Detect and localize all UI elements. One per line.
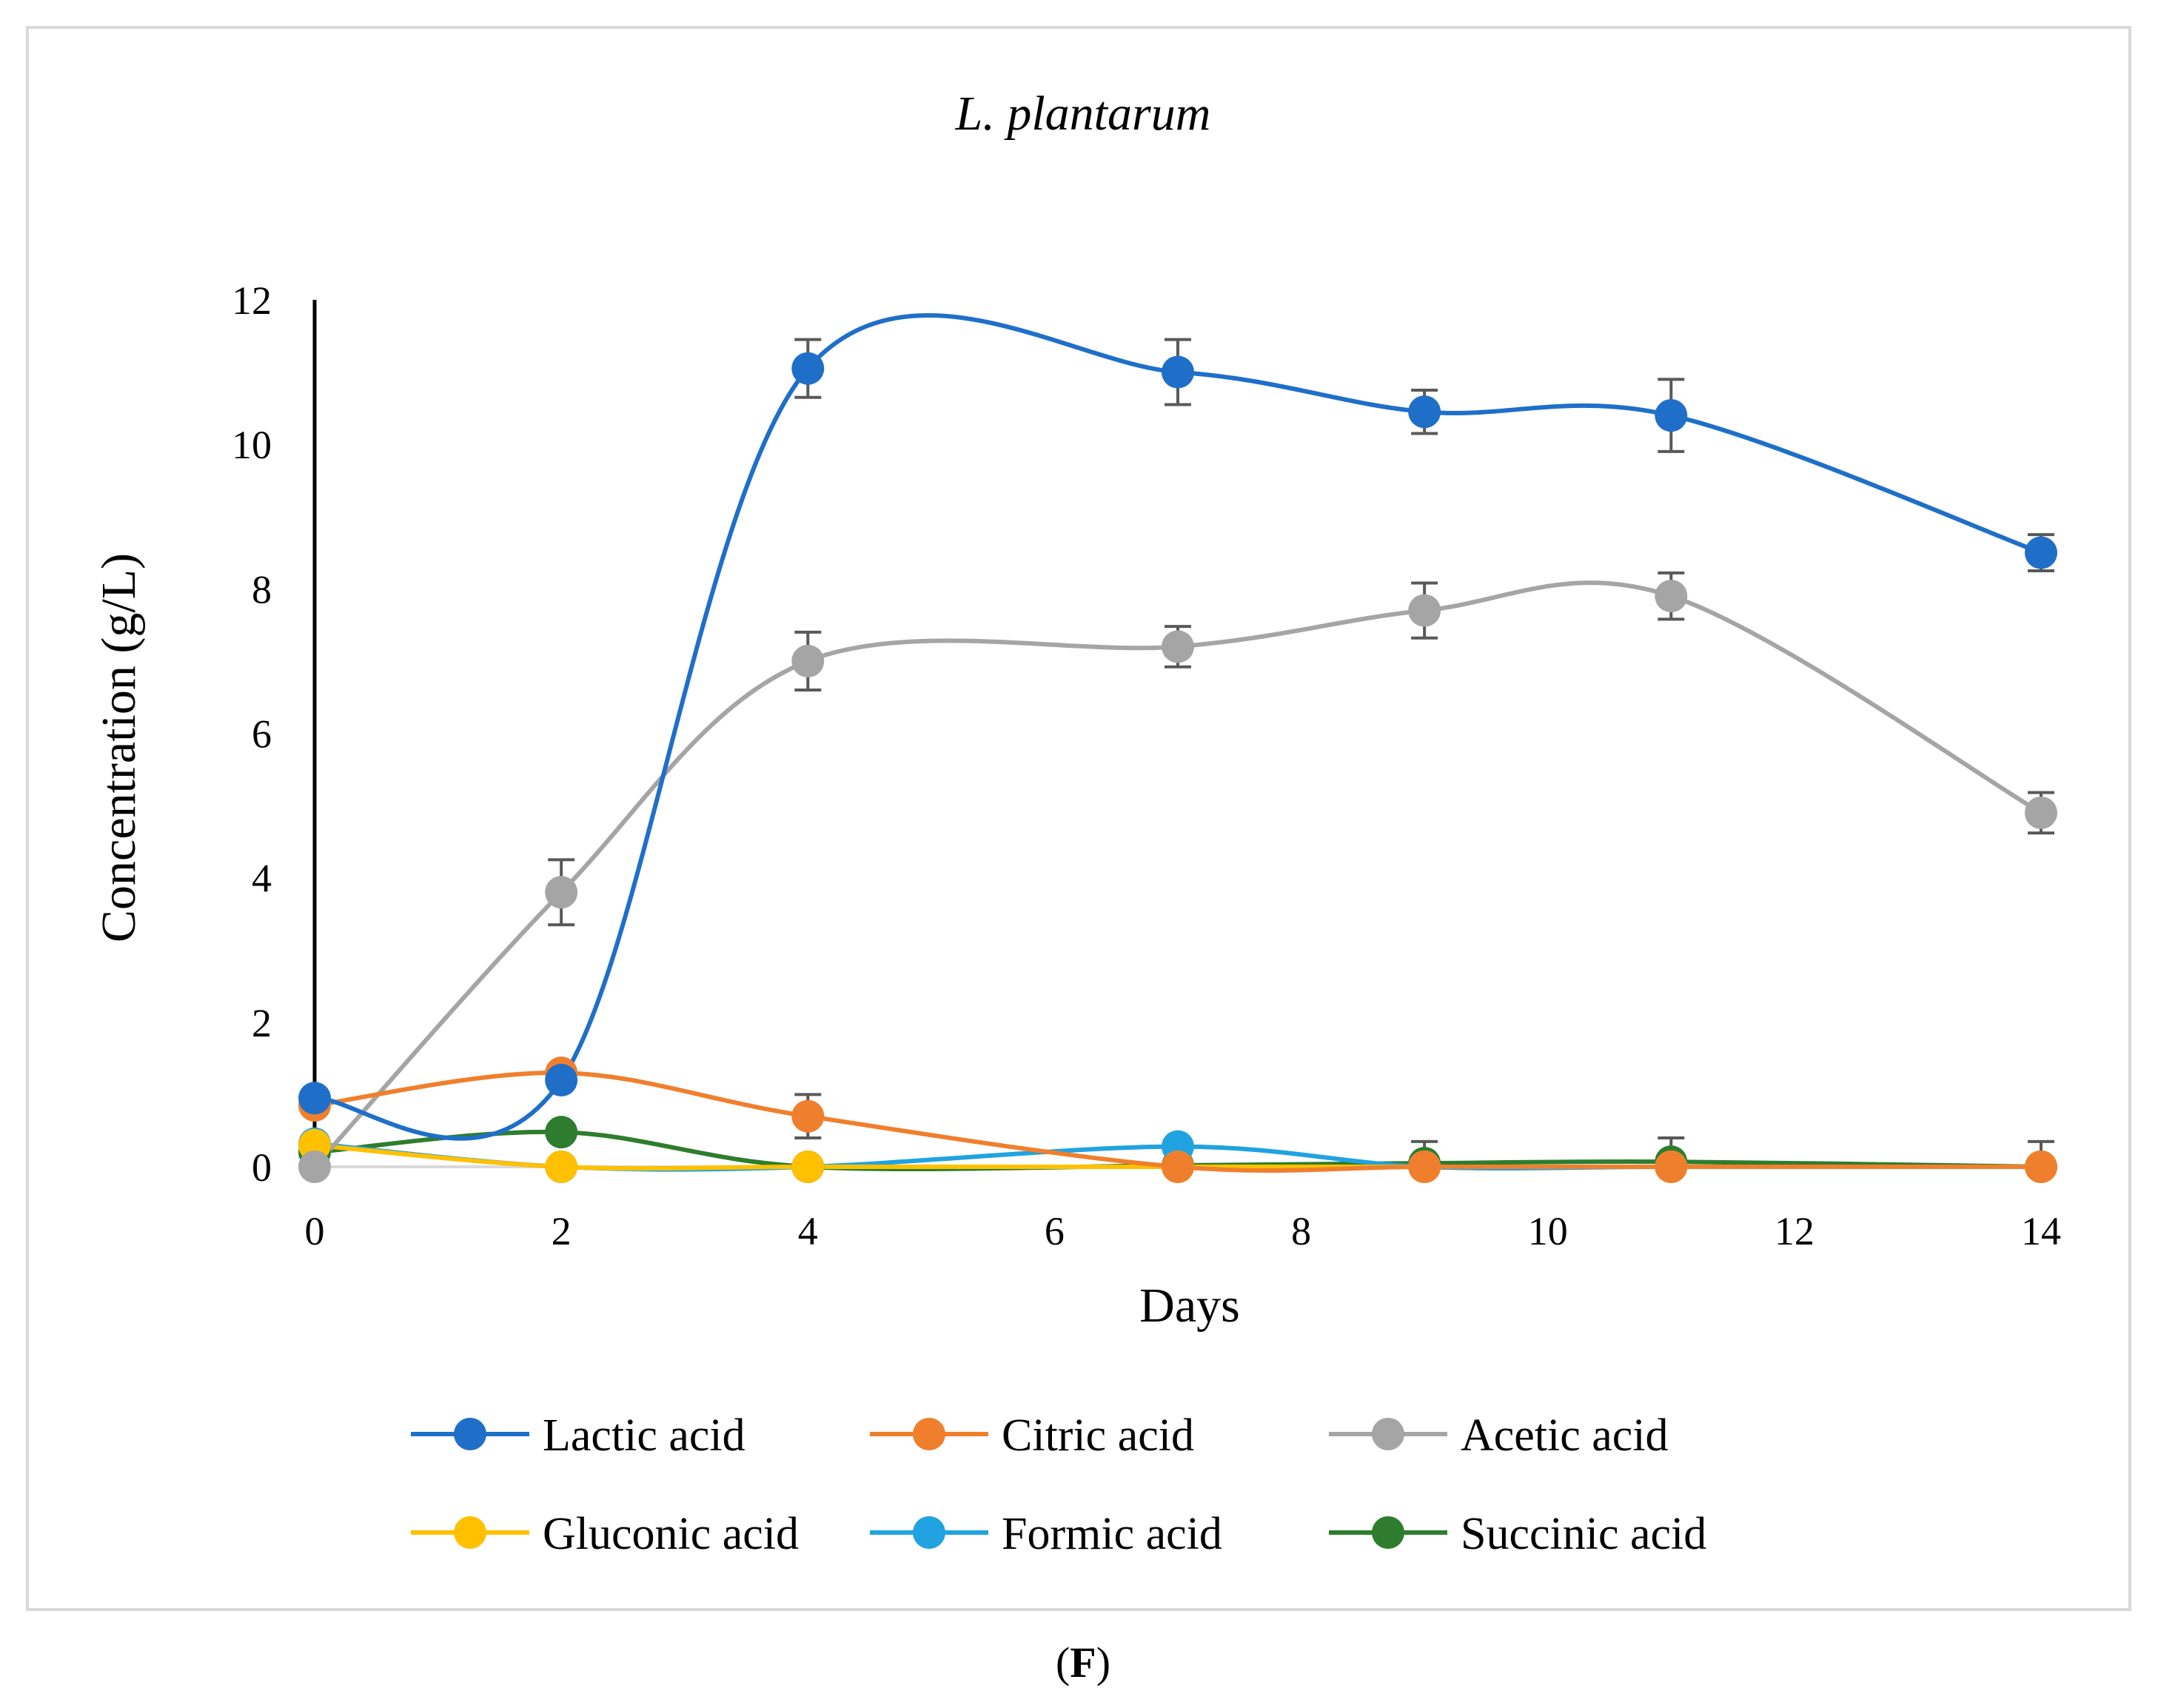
legend-swatch-marker-gluconic-acid: [454, 1516, 486, 1549]
x-tick-label: 4: [798, 1209, 818, 1253]
legend-swatch-marker-citric-acid: [913, 1418, 945, 1450]
data-point-acetic-acid: [298, 1151, 331, 1183]
y-tick-label: 0: [252, 1145, 272, 1190]
legend-label-gluconic-acid: Gluconic acid: [543, 1509, 799, 1559]
x-tick-label: 14: [2021, 1209, 2061, 1253]
chart-border: [26, 26, 2131, 1611]
data-point-lactic-acid: [791, 352, 825, 385]
data-point-citric-acid: [2025, 1151, 2057, 1183]
x-axis-title: Days: [1139, 1279, 1240, 1333]
data-point-citric-acid: [1655, 1151, 1688, 1183]
panel-label-letter: F: [1070, 1638, 1096, 1687]
legend-label-acetic-acid: Acetic acid: [1461, 1410, 1669, 1461]
data-point-gluconic-acid: [545, 1151, 578, 1183]
panel-label-open: (: [1056, 1638, 1070, 1687]
legend-label-citric-acid: Citric acid: [1002, 1410, 1194, 1461]
y-tick-label: 12: [232, 278, 272, 323]
x-tick-label: 8: [1291, 1209, 1311, 1253]
x-tick-label: 6: [1045, 1209, 1065, 1253]
legend-label-lactic-acid: Lactic acid: [543, 1410, 745, 1461]
x-tick-label: 2: [552, 1209, 572, 1253]
legend-swatch-marker-lactic-acid: [454, 1418, 486, 1450]
data-point-citric-acid: [1408, 1151, 1441, 1183]
legend-label-formic-acid: Formic acid: [1002, 1509, 1222, 1559]
chart-title: L. plantarum: [955, 87, 1211, 141]
data-point-acetic-acid: [791, 644, 825, 677]
data-point-succinic-acid: [545, 1116, 578, 1149]
data-point-acetic-acid: [1655, 580, 1688, 613]
data-point-acetic-acid: [2025, 796, 2057, 829]
data-point-acetic-acid: [1408, 594, 1441, 627]
data-point-lactic-acid: [2025, 536, 2057, 569]
data-point-lactic-acid: [1408, 395, 1441, 429]
panel-label-close: ): [1096, 1638, 1110, 1687]
data-point-acetic-acid: [545, 876, 578, 909]
legend-label-succinic-acid: Succinic acid: [1461, 1509, 1706, 1559]
legend-swatch-marker-formic-acid: [913, 1516, 945, 1549]
x-tick-label: 0: [305, 1209, 325, 1253]
y-tick-label: 2: [252, 1001, 272, 1045]
y-tick-label: 4: [252, 857, 272, 901]
panel-label: (F): [1056, 1638, 1110, 1687]
legend-swatch-marker-acetic-acid: [1372, 1418, 1404, 1450]
data-point-gluconic-acid: [791, 1151, 825, 1183]
data-point-lactic-acid: [1655, 399, 1688, 432]
data-point-acetic-acid: [1162, 630, 1194, 663]
data-point-citric-acid: [791, 1099, 825, 1133]
y-tick-label: 8: [252, 567, 272, 612]
x-tick-label: 12: [1775, 1209, 1814, 1253]
legend-swatch-marker-succinic-acid: [1372, 1516, 1404, 1549]
data-point-lactic-acid: [545, 1063, 578, 1096]
y-tick-label: 6: [252, 712, 272, 757]
data-point-citric-acid: [1162, 1151, 1194, 1183]
data-point-lactic-acid: [298, 1082, 331, 1115]
plot-area: 0 2 4 6 8 10 12 0 2 4 6 8 10 12 14: [232, 278, 2061, 1253]
data-point-lactic-acid: [1162, 355, 1194, 389]
y-tick-label: 10: [232, 423, 272, 467]
x-tick-label: 10: [1528, 1209, 1568, 1253]
y-axis-title: Concentration (g/L): [92, 553, 146, 942]
legend: Lactic acid Citric acid Acetic acid Gluconi…: [411, 1410, 1706, 1559]
